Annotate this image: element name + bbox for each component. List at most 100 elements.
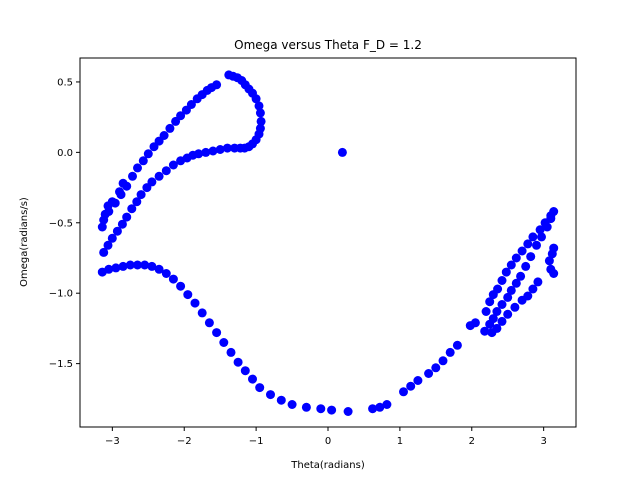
data-point — [208, 146, 218, 156]
data-point — [452, 340, 462, 350]
data-point — [161, 166, 171, 176]
data-point — [219, 338, 229, 347]
data-point — [122, 212, 132, 222]
data-point — [125, 260, 135, 270]
data-point — [287, 400, 297, 409]
data-point — [192, 94, 202, 104]
data-point — [510, 302, 520, 312]
data-point — [115, 187, 124, 197]
x-tick-label: 3 — [540, 436, 546, 447]
data-point — [516, 271, 526, 281]
data-point — [176, 281, 186, 291]
data-point — [183, 290, 193, 300]
data-point — [337, 147, 347, 157]
data-point — [470, 318, 480, 328]
data-point — [544, 256, 554, 266]
data-point — [266, 390, 275, 400]
data-point — [181, 105, 191, 115]
data-point — [190, 298, 200, 308]
data-point — [316, 404, 326, 414]
data-point — [255, 383, 265, 393]
x-tick-label: 1 — [397, 436, 403, 447]
data-point — [517, 295, 527, 305]
data-point — [549, 243, 559, 253]
data-point — [168, 274, 178, 284]
data-point — [154, 264, 164, 274]
data-point — [233, 357, 243, 367]
data-point — [424, 369, 434, 378]
data-point — [327, 405, 337, 415]
y-tick-label: 0.5 — [57, 77, 73, 88]
data-point — [117, 219, 127, 229]
data-point — [511, 253, 521, 263]
data-point — [549, 269, 559, 278]
y-tick-label: 0.0 — [57, 148, 73, 159]
data-point — [104, 264, 114, 274]
data-point — [147, 261, 157, 271]
x-tick-label: 2 — [469, 436, 475, 447]
data-point — [521, 261, 531, 271]
data-point — [112, 226, 122, 236]
data-point — [533, 277, 543, 287]
data-point — [111, 263, 121, 273]
data-point — [537, 232, 546, 242]
data-point — [103, 240, 113, 250]
x-tick-label: −3 — [105, 436, 120, 447]
y-tick-label: −0.5 — [49, 218, 73, 229]
data-point — [406, 381, 416, 391]
data-point — [201, 147, 211, 157]
data-point — [197, 308, 207, 318]
data-point — [399, 387, 408, 397]
data-point — [382, 400, 392, 409]
data-point — [149, 142, 159, 152]
data-point — [506, 260, 516, 270]
x-tick-label: 0 — [325, 436, 331, 447]
data-point — [251, 94, 261, 104]
data-point — [517, 246, 527, 256]
data-point — [485, 297, 495, 307]
data-point — [118, 261, 128, 271]
data-point — [128, 171, 137, 181]
data-point — [343, 407, 353, 416]
data-point — [528, 284, 538, 294]
data-point — [375, 402, 385, 412]
data-point — [540, 218, 550, 228]
data-point — [248, 374, 257, 384]
data-point — [215, 145, 225, 154]
chart-title: Omega versus Theta F_D = 1.2 — [234, 38, 422, 52]
data-point — [118, 178, 128, 188]
data-point — [154, 171, 164, 181]
data-point — [480, 326, 490, 336]
data-point — [488, 314, 498, 324]
data-point — [481, 307, 491, 316]
data-point — [165, 123, 175, 133]
data-point — [176, 156, 186, 166]
data-point — [492, 307, 502, 316]
data-point — [107, 233, 117, 243]
data-point — [127, 204, 137, 214]
data-point — [438, 356, 448, 366]
data-point — [506, 285, 516, 295]
data-point — [222, 143, 232, 153]
data-point — [445, 347, 455, 357]
x-tick-label: −1 — [249, 436, 264, 447]
data-point — [301, 402, 311, 412]
data-point — [100, 209, 110, 219]
data-point — [230, 143, 240, 153]
data-point — [254, 101, 264, 111]
data-point — [503, 292, 513, 302]
data-point — [493, 284, 503, 294]
data-point — [132, 197, 142, 207]
data-point — [107, 197, 117, 207]
data-point — [528, 232, 538, 242]
data-point — [240, 366, 250, 376]
data-point — [140, 260, 150, 270]
data-point — [497, 316, 507, 326]
data-point — [532, 240, 541, 250]
data-point — [133, 163, 142, 173]
data-point — [255, 108, 265, 118]
data-point — [546, 211, 556, 221]
data-point — [99, 247, 109, 257]
data-point — [497, 300, 507, 309]
